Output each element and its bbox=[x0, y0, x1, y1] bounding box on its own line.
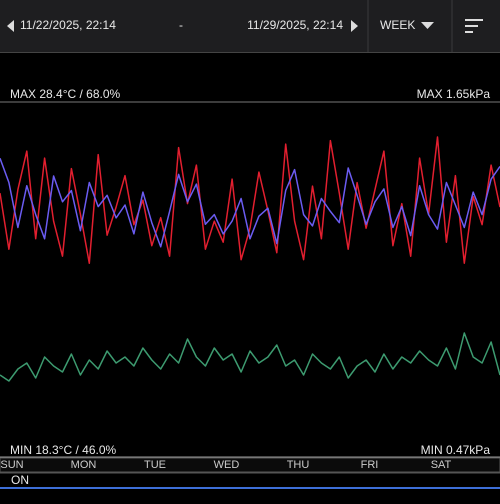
header-bar bbox=[0, 0, 500, 52]
min-label: MIN 0.47kPa bbox=[421, 443, 491, 457]
menu-bar bbox=[465, 19, 483, 21]
day-strip bbox=[0, 457, 500, 473]
day-label: MON bbox=[71, 459, 97, 471]
period-select[interactable]: WEEK bbox=[380, 18, 415, 32]
next-button[interactable] bbox=[351, 20, 358, 32]
max-label: MAX 1.65kPa bbox=[417, 87, 491, 101]
toggle-label[interactable]: ON bbox=[11, 473, 29, 487]
menu-bar bbox=[465, 25, 478, 27]
menu-button[interactable] bbox=[465, 19, 483, 33]
prev-button[interactable] bbox=[7, 20, 14, 32]
start-date: 11/22/2025, 22:14 bbox=[20, 18, 116, 32]
series-line bbox=[0, 136, 500, 264]
max-label: MAX 28.4°C / 68.0% bbox=[10, 87, 121, 101]
day-label: WED bbox=[214, 459, 240, 471]
end-date: 11/29/2025, 22:14 bbox=[247, 18, 343, 32]
dropdown-arrow[interactable] bbox=[421, 22, 434, 29]
series-line bbox=[0, 332, 500, 382]
day-label: THU bbox=[287, 459, 310, 471]
series-line bbox=[0, 158, 500, 248]
min-label: MIN 18.3°C / 46.0% bbox=[10, 443, 117, 457]
menu-bar bbox=[465, 31, 473, 33]
day-label: SAT bbox=[431, 459, 452, 471]
day-label: TUE bbox=[144, 459, 166, 471]
day-label: SUN bbox=[0, 459, 23, 471]
day-label: FRI bbox=[361, 459, 379, 471]
separator: - bbox=[179, 18, 183, 32]
